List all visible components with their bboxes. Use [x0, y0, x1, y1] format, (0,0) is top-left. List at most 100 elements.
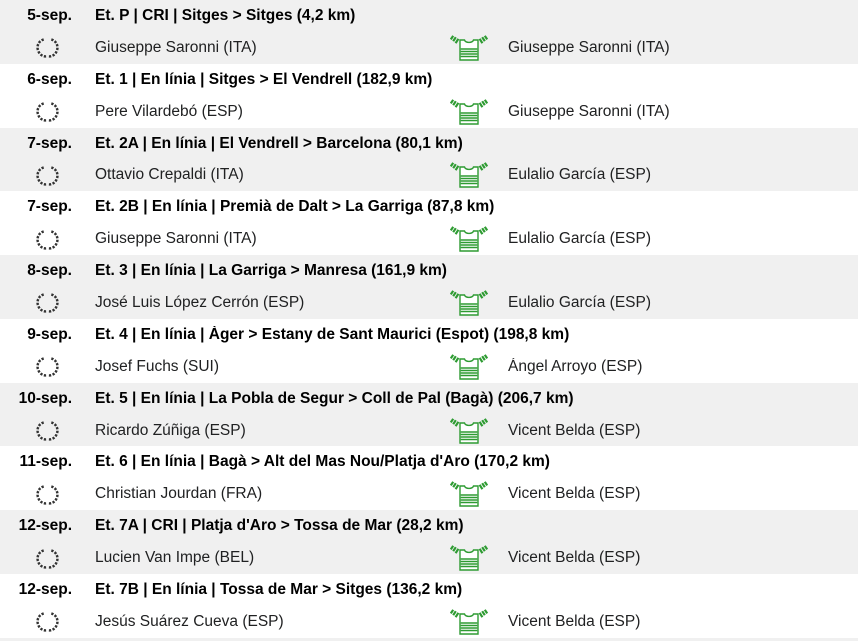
stage-title: Et. 2B | En línia | Premià de Dalt > La …	[95, 198, 495, 216]
leader-icon-cell	[430, 417, 508, 444]
stage-block: 11-sep. Et. 6 | En línia | Bagà > Alt de…	[0, 446, 858, 510]
leader-icon-cell	[430, 98, 508, 125]
winner-icon-cell	[0, 484, 80, 505]
winner-icon-cell	[0, 292, 80, 314]
race-leader: Vicent Belda (ESP)	[508, 485, 641, 503]
green-striped-jersey-icon	[450, 353, 488, 380]
laurel-wreath-icon	[35, 293, 59, 314]
green-striped-jersey-icon	[450, 35, 488, 61]
stage-title: Et. 6 | En línia | Bagà > Alt del Mas No…	[95, 453, 550, 471]
stage-title: Et. 2A | En línia | El Vendrell > Barcel…	[95, 134, 463, 152]
stage-header-row: 7-sep. Et. 2B | En línia | Premià de Dal…	[0, 191, 858, 223]
race-leader: Vicent Belda (ESP)	[508, 421, 641, 439]
stage-block: 7-sep. Et. 2B | En línia | Premià de Dal…	[0, 191, 858, 255]
race-leader: Eulalio García (ESP)	[508, 166, 651, 184]
green-striped-jersey-icon	[450, 545, 488, 571]
stage-header-row: 12-sep. Et. 7B | En línia | Tossa de Mar…	[0, 574, 858, 606]
stage-winner: Jesús Suárez Cueva (ESP)	[95, 612, 284, 630]
stage-block: 7-sep. Et. 2A | En línia | El Vendrell >…	[0, 127, 858, 192]
stage-detail-row: Christian Jourdan (FRA)	[0, 478, 858, 510]
stage-date: 12-sep.	[18, 517, 72, 535]
stage-title: Et. 7A | CRI | Platja d'Aro > Tossa de M…	[95, 517, 464, 535]
laurel-wreath-icon	[35, 612, 59, 633]
green-striped-jersey-icon	[450, 98, 488, 125]
stage-header-row: 12-sep. Et. 7A | CRI | Platja d'Aro > To…	[0, 510, 858, 542]
green-striped-jersey-icon	[450, 609, 488, 635]
stage-header-row: 6-sep. Et. 1 | En línia | Sitges > El Ve…	[0, 64, 858, 96]
green-striped-jersey-icon	[450, 481, 488, 507]
green-striped-jersey-icon	[450, 162, 488, 189]
stage-date: 11-sep.	[19, 453, 72, 471]
race-leader: Giuseppe Saronni (ITA)	[508, 102, 670, 120]
stage-block: 10-sep. Et. 5 | En línia | La Pobla de S…	[0, 382, 858, 447]
winner-icon-cell	[0, 165, 80, 186]
stage-header-row: 5-sep. Et. P | CRI | Sitges > Sitges (4,…	[0, 0, 858, 32]
stage-detail-row: Pere Vilardebó (ESP)	[0, 96, 858, 128]
race-leader: Vicent Belda (ESP)	[508, 612, 641, 630]
stage-date: 12-sep.	[18, 580, 72, 598]
stage-date: 7-sep.	[27, 198, 72, 216]
stage-winner: Christian Jourdan (FRA)	[95, 485, 263, 503]
leader-icon-cell	[430, 35, 508, 61]
winner-icon-cell	[0, 356, 80, 377]
race-leader: Eulalio García (ESP)	[508, 293, 651, 311]
leader-icon-cell	[430, 545, 508, 571]
next-stage-block-partial	[0, 637, 858, 641]
green-striped-jersey-icon	[450, 417, 488, 444]
laurel-wreath-icon	[35, 421, 59, 441]
leader-icon-cell	[430, 609, 508, 635]
laurel-wreath-icon	[35, 166, 59, 186]
stage-detail-row: Ottavio Crepaldi (ITA)	[0, 159, 858, 191]
stage-date: 10-sep.	[18, 389, 72, 407]
stage-date: 5-sep.	[27, 6, 72, 24]
stage-title: Et. 1 | En línia | Sitges > El Vendrell …	[95, 70, 433, 88]
green-striped-jersey-icon	[450, 226, 488, 252]
stage-detail-row: Giuseppe Saronni (ITA)	[0, 223, 858, 255]
stage-title: Et. 5 | En línia | La Pobla de Segur > C…	[95, 389, 574, 407]
laurel-wreath-icon	[35, 38, 59, 59]
stage-winner: José Luis López Cerrón (ESP)	[95, 293, 305, 311]
leader-icon-cell	[430, 353, 508, 380]
winner-icon-cell	[0, 37, 80, 59]
leader-icon-cell	[430, 226, 508, 252]
stage-header-row: 9-sep. Et. 4 | En línia | Àger > Estany …	[0, 319, 858, 351]
stage-title: Et. 7B | En línia | Tossa de Mar > Sitge…	[95, 580, 463, 598]
winner-icon-cell	[0, 101, 80, 122]
laurel-wreath-icon	[35, 229, 59, 250]
stage-block: 6-sep. Et. 1 | En línia | Sitges > El Ve…	[0, 64, 858, 128]
stage-detail-row: José Luis López Cerrón (ESP)	[0, 287, 858, 319]
stage-header-row: 7-sep. Et. 2A | En línia | El Vendrell >…	[0, 128, 858, 160]
stage-detail-row: Ricardo Zúñiga (ESP)	[0, 415, 858, 447]
stage-detail-row: Josef Fuchs (SUI)	[0, 351, 858, 383]
stage-title: Et. 3 | En línia | La Garriga > Manresa …	[95, 262, 447, 280]
race-leader: Vicent Belda (ESP)	[508, 549, 641, 567]
winner-icon-cell	[0, 548, 80, 569]
stage-date: 7-sep.	[27, 134, 72, 152]
stage-date: 6-sep.	[27, 70, 72, 88]
leader-icon-cell	[430, 481, 508, 507]
stage-block: 12-sep. Et. 7B | En línia | Tossa de Mar…	[0, 574, 858, 638]
leader-icon-cell	[430, 290, 508, 316]
stage-header-row: 8-sep. Et. 3 | En línia | La Garriga > M…	[0, 255, 858, 287]
race-leader: Eulalio García (ESP)	[508, 230, 651, 248]
stage-winner: Pere Vilardebó (ESP)	[95, 102, 243, 120]
stage-date: 9-sep.	[27, 325, 72, 343]
stage-header-row: 11-sep. Et. 6 | En línia | Bagà > Alt de…	[0, 446, 858, 478]
laurel-wreath-icon	[35, 548, 59, 569]
laurel-wreath-icon	[35, 357, 59, 377]
laurel-wreath-icon	[35, 102, 59, 122]
stage-block: 8-sep. Et. 3 | En línia | La Garriga > M…	[0, 255, 858, 319]
stage-detail-row: Jesús Suárez Cueva (ESP)	[0, 606, 858, 638]
race-leader: Giuseppe Saronni (ITA)	[508, 38, 670, 56]
stage-winner: Ricardo Zúñiga (ESP)	[95, 421, 246, 439]
stage-winner: Ottavio Crepaldi (ITA)	[95, 166, 244, 184]
winner-icon-cell	[0, 229, 80, 250]
stage-winner: Josef Fuchs (SUI)	[95, 357, 220, 375]
stage-block: 9-sep. Et. 4 | En línia | Àger > Estany …	[0, 319, 858, 383]
winner-icon-cell	[0, 420, 80, 441]
race-leader: Ángel Arroyo (ESP)	[508, 357, 643, 375]
stage-block: 12-sep. Et. 7A | CRI | Platja d'Aro > To…	[0, 510, 858, 575]
stage-date: 8-sep.	[27, 262, 72, 280]
stage-header-row: 10-sep. Et. 5 | En línia | La Pobla de S…	[0, 383, 858, 415]
